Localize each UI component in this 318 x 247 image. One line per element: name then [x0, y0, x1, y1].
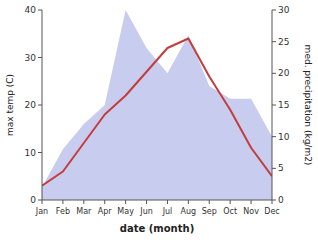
x-tick-label: Dec	[264, 207, 279, 216]
y2-tick	[272, 41, 276, 42]
x-tick	[209, 200, 210, 204]
y2-tick	[272, 200, 276, 201]
y-tick	[38, 200, 42, 201]
x-tick-label: Jun	[139, 207, 153, 216]
x-tick-label: Jul	[162, 207, 173, 216]
y2-tick-label: 30	[278, 5, 290, 15]
x-tick	[251, 200, 252, 204]
x-tick	[146, 200, 147, 204]
y-tick-label: 30	[25, 53, 37, 63]
background	[0, 0, 318, 247]
x-tick-label: May	[117, 207, 134, 216]
temperature-line	[42, 39, 272, 186]
y-tick	[38, 105, 42, 106]
x-tick	[125, 200, 126, 204]
y2-tick	[272, 73, 276, 74]
x-tick	[62, 200, 63, 204]
y2-tick-label: 10	[278, 132, 290, 142]
y2-tick	[272, 105, 276, 106]
y-tick-label: 40	[25, 5, 37, 15]
x-tick	[272, 200, 273, 204]
chart-container: 0 10 20 30 40 0 5 10 15 20 25 30 Jan Feb Mar Apr May Jun J…	[0, 0, 318, 247]
x-tick-label: Apr	[98, 207, 113, 216]
x-tick-label: Aug	[181, 207, 197, 216]
y2-tick	[272, 168, 276, 169]
x-tick-label: Jan	[35, 207, 48, 216]
y-tick-label: 10	[25, 148, 37, 158]
x-tick-label: Nov	[243, 207, 259, 216]
x-tick-label: Feb	[56, 207, 70, 216]
x-tick	[230, 200, 231, 204]
chart: 0 10 20 30 40 0 5 10 15 20 25 30 Jan Feb Mar Apr May Jun J…	[0, 0, 318, 247]
x-axis-line	[42, 200, 272, 201]
y2-tick-label: 20	[278, 68, 290, 78]
y2-tick-label: 15	[278, 100, 289, 110]
y2-axis-label: med. precipitation (kg/m2)	[303, 45, 313, 166]
x-tick-label: Sep	[202, 207, 217, 216]
x-tick-label: Mar	[76, 207, 92, 216]
x-axis-label: date (month)	[120, 223, 194, 234]
y-tick	[38, 10, 42, 11]
y-tick-label: 0	[30, 195, 36, 205]
x-tick-label: Oct	[223, 207, 237, 216]
y-tick-label: 20	[25, 100, 37, 110]
x-tick	[42, 200, 43, 204]
y2-tick-label: 0	[278, 195, 284, 205]
plot-area	[42, 10, 272, 200]
y2-tick-label: 5	[278, 163, 284, 173]
y-axis-label: max temp (C)	[5, 74, 15, 136]
y2-tick	[272, 10, 276, 11]
x-tick	[104, 200, 105, 204]
y2-tick	[272, 136, 276, 137]
y-tick	[38, 152, 42, 153]
precipitation-area	[42, 10, 272, 200]
x-tick	[167, 200, 168, 204]
y2-tick-label: 25	[278, 37, 289, 47]
x-tick	[188, 200, 189, 204]
y-tick	[38, 57, 42, 58]
x-tick	[83, 200, 84, 204]
